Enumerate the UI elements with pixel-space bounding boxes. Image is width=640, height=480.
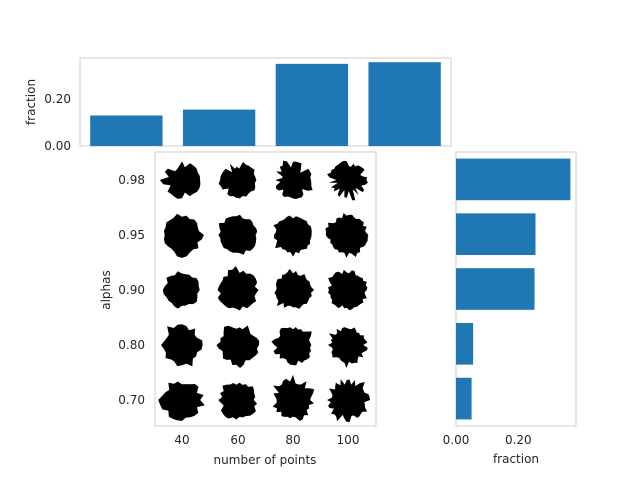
right-x-ticks: 0.00 0.20 [443, 433, 532, 447]
top-bars [90, 62, 441, 146]
top-bar [90, 115, 163, 146]
blob-shape [218, 382, 258, 420]
top-bar [368, 62, 441, 146]
main-y-tick-label: 0.80 [118, 338, 145, 352]
main-shape-grid: 40 60 80 100 0.98 0.95 0.90 0.80 0.70 number of… [99, 151, 377, 467]
top-bar [182, 109, 256, 146]
top-y-tick-label: 0.20 [44, 92, 71, 106]
right-bar [456, 213, 536, 256]
blob-cells [158, 160, 370, 422]
top-y-tick-label: 0.00 [44, 139, 71, 153]
main-x-ticks: 40 60 80 100 [174, 433, 359, 447]
blob-shape [158, 381, 205, 421]
main-x-tick-label: 60 [230, 433, 245, 447]
blob-shape [274, 268, 315, 309]
blob-shape [218, 214, 258, 255]
blob-shape [328, 269, 368, 311]
right-bar [456, 322, 474, 365]
main-x-tick-label: 40 [174, 433, 189, 447]
top-bar-chart: 0.00 0.20 fraction [24, 57, 452, 153]
blob-shape [216, 325, 260, 368]
main-x-tick-label: 100 [337, 433, 360, 447]
blob-shape [275, 160, 313, 199]
blob-shape [218, 162, 257, 199]
top-y-ticks: 0.00 0.20 [44, 92, 71, 153]
top-y-axis-label: fraction [24, 79, 38, 125]
blob-shape [327, 379, 370, 422]
main-y-axis-label: alphas [99, 270, 113, 310]
blob-shape [271, 327, 312, 366]
blob-shape [327, 160, 368, 201]
right-bar [456, 268, 535, 310]
main-y-tick-label: 0.95 [118, 228, 145, 242]
main-y-ticks: 0.98 0.95 0.90 0.80 0.70 [118, 173, 145, 407]
blob-shape [272, 374, 315, 421]
blob-shape [327, 327, 368, 368]
blob-shape [163, 213, 204, 258]
right-x-tick-label: 0.20 [505, 433, 532, 447]
main-x-tick-label: 80 [285, 433, 300, 447]
right-bars [456, 158, 571, 420]
right-bar-chart: 0.00 0.20 fraction [443, 151, 577, 466]
top-bar [275, 63, 349, 146]
main-x-axis-label: number of points [214, 453, 317, 467]
main-plot-frame [154, 151, 377, 427]
blob-shape [273, 215, 312, 257]
right-x-axis-label: fraction [493, 452, 539, 466]
top-plot-frame [79, 57, 452, 147]
blob-shape [217, 266, 259, 311]
right-x-tick-label: 0.00 [443, 433, 470, 447]
right-bar [456, 377, 472, 420]
blob-shape [162, 271, 200, 309]
main-y-tick-label: 0.98 [118, 173, 145, 187]
blob-shape [159, 161, 201, 199]
blob-shape [161, 324, 203, 367]
main-y-tick-label: 0.70 [118, 393, 145, 407]
right-bar [456, 158, 571, 201]
blob-shape [325, 213, 369, 258]
main-y-tick-label: 0.90 [118, 283, 145, 297]
